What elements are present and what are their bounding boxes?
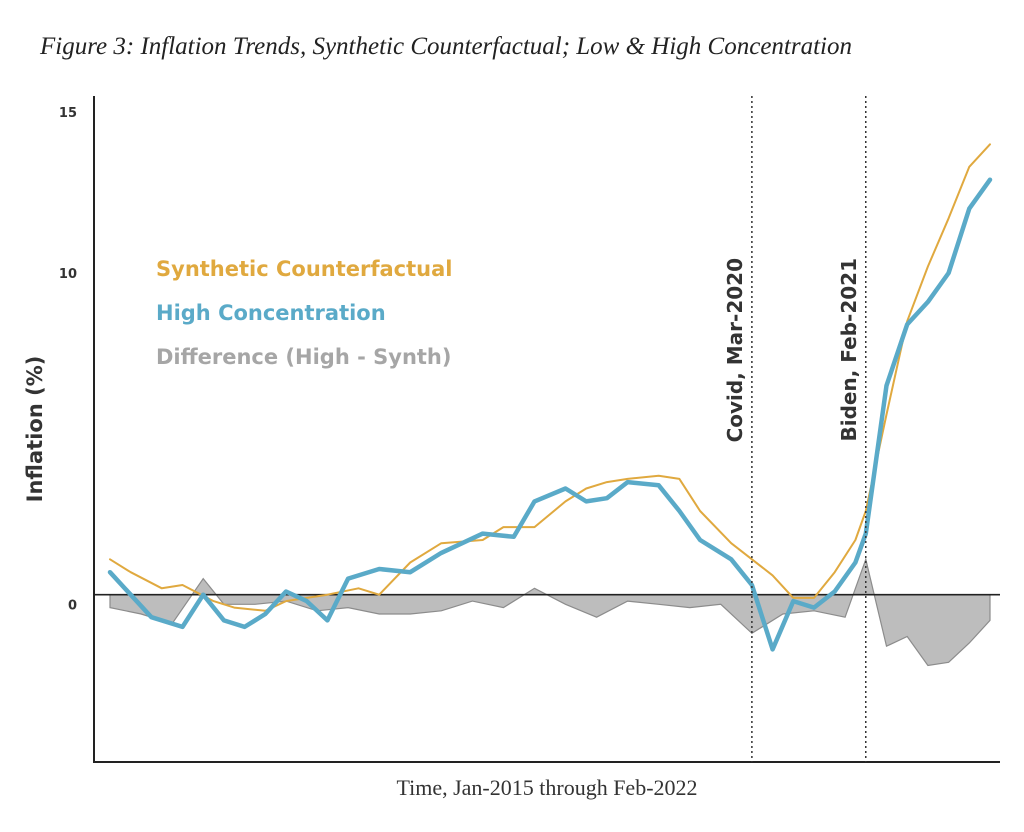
x-axis-label: Time, Jan-2015 through Feb-2022 [396, 775, 697, 800]
annotations: Covid, Mar-2020 Biden, Feb-2021 [723, 96, 867, 762]
chart-title: Figure 3: Inflation Trends, Synthetic Co… [39, 33, 852, 60]
y-tick-label: 10 [59, 267, 77, 282]
annotation-label-0: Covid, Mar-2020 [723, 258, 747, 442]
legend-synthetic-counterfactual: Synthetic Counterfactual [156, 257, 452, 281]
series-difference-area [109, 557, 991, 667]
series-high-concentration-line [107, 177, 993, 652]
annotation-label-1: Biden, Feb-2021 [837, 258, 861, 441]
plot-area [94, 143, 1000, 667]
y-tick-label: 15 [59, 106, 77, 121]
y-ticks: 0 10 15 [59, 106, 77, 614]
y-axis-label: Inflation (%) [23, 356, 47, 503]
legend-high-concentration: High Concentration [156, 301, 386, 325]
y-tick-label: 0 [68, 599, 77, 614]
legend-difference: Difference (High - Synth) [156, 345, 451, 369]
